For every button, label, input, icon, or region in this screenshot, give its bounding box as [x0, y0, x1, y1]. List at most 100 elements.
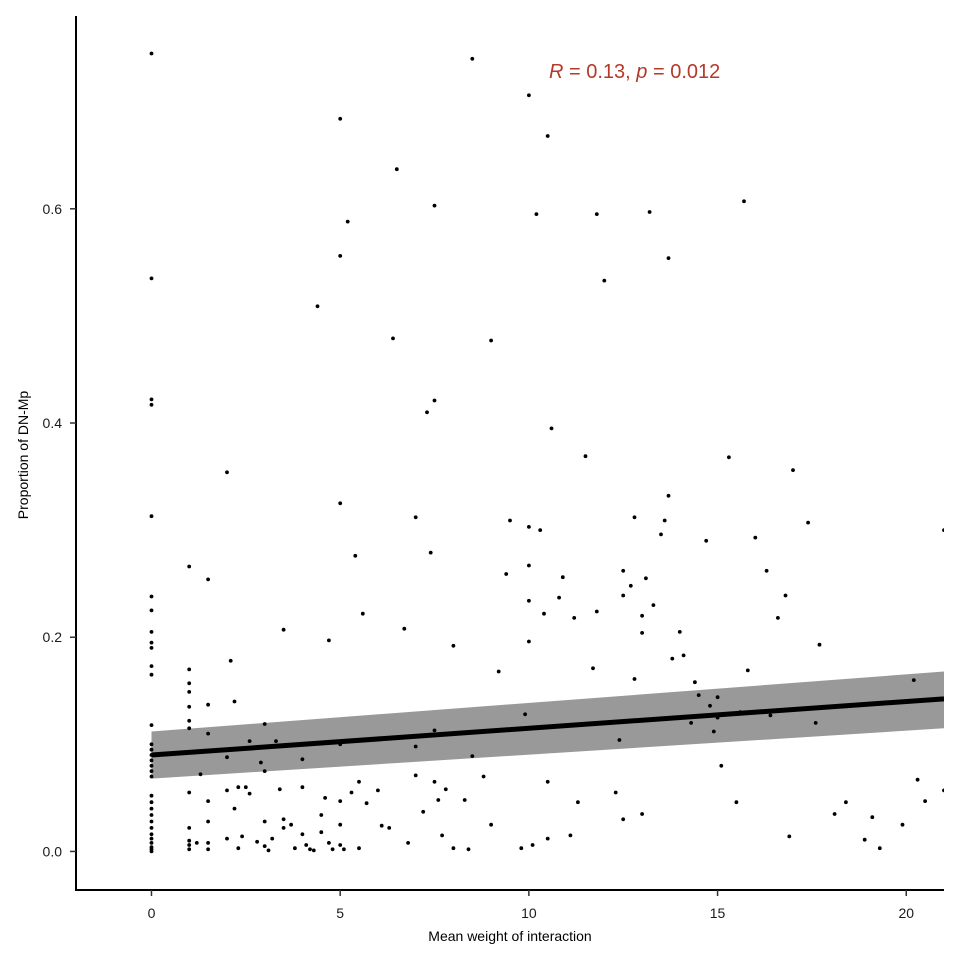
data-point: [568, 833, 573, 838]
data-point: [523, 712, 527, 717]
data-point: [149, 640, 154, 645]
data-point: [489, 822, 493, 827]
data-point: [557, 595, 561, 600]
data-point: [149, 832, 154, 837]
data-point: [613, 790, 618, 795]
data-point: [813, 721, 818, 725]
data-point: [338, 501, 343, 506]
data-point: [662, 518, 667, 523]
data-point: [259, 760, 263, 765]
data-point: [327, 841, 331, 845]
data-point: [149, 397, 154, 402]
data-point: [576, 800, 580, 805]
data-point: [466, 847, 471, 852]
data-point: [232, 699, 237, 704]
data-point: [206, 577, 211, 582]
data-point: [274, 739, 278, 743]
data-point: [149, 664, 154, 668]
data-point: [379, 823, 384, 828]
data-point: [149, 806, 154, 811]
data-point: [300, 785, 305, 790]
data-point: [149, 747, 154, 752]
data-point: [281, 826, 286, 830]
data-point: [708, 703, 712, 708]
data-point: [338, 843, 343, 847]
data-point: [206, 819, 211, 824]
data-point: [696, 693, 701, 697]
data-point: [187, 790, 192, 795]
data-point: [844, 800, 848, 805]
data-point: [342, 847, 346, 852]
data-point: [225, 755, 229, 760]
x-tick-label: 0: [148, 905, 156, 921]
data-point: [225, 470, 229, 475]
data-point: [527, 598, 531, 603]
data-point: [187, 847, 192, 852]
data-point: [232, 806, 237, 811]
data-point: [308, 847, 312, 852]
data-point: [338, 822, 343, 827]
data-point: [225, 788, 229, 793]
data-point: [462, 798, 467, 802]
data-point: [255, 839, 259, 844]
data-point: [149, 819, 154, 824]
data-point: [206, 731, 211, 736]
data-point: [632, 515, 637, 520]
data-point: [149, 608, 154, 613]
data-point: [583, 454, 588, 459]
data-point: [681, 653, 686, 658]
data-point: [764, 568, 769, 573]
data-point: [149, 769, 154, 773]
data-point: [670, 656, 675, 661]
data-point: [628, 583, 633, 588]
data-point: [270, 836, 275, 841]
data-point: [247, 791, 252, 796]
data-point: [432, 398, 437, 403]
regression-layer: [151, 696, 944, 758]
data-point: [345, 219, 350, 224]
data-point: [942, 788, 944, 793]
x-axis-title: Mean weight of interaction: [428, 928, 591, 944]
data-point: [228, 658, 233, 663]
data-point: [149, 826, 154, 830]
data-point: [651, 603, 656, 607]
data-point: [942, 528, 944, 532]
data-point: [519, 846, 524, 851]
data-point: [440, 833, 444, 838]
data-point: [349, 790, 354, 795]
data-point: [319, 830, 324, 835]
data-point: [432, 203, 437, 208]
data-point: [527, 563, 531, 568]
regression-line: [151, 696, 944, 758]
data-point: [338, 799, 343, 803]
data-point: [149, 723, 154, 727]
data-point: [644, 576, 648, 581]
data-point: [243, 785, 248, 790]
data-point: [745, 668, 750, 673]
data-point: [327, 638, 331, 643]
data-point: [300, 757, 305, 762]
data-point: [319, 813, 324, 817]
data-point: [489, 338, 493, 343]
data-point: [394, 167, 399, 172]
data-point: [719, 763, 724, 768]
data-point: [787, 834, 792, 839]
data-point: [277, 787, 282, 792]
data-point: [783, 593, 788, 598]
data-point: [187, 838, 192, 843]
data-point: [817, 642, 822, 647]
r-symbol: R: [549, 61, 563, 83]
data-point: [689, 721, 693, 725]
axes: 0 5 10 15 20 0.0 0.2 0.4 0.6: [43, 16, 944, 921]
data-point: [432, 728, 437, 733]
data-point: [149, 276, 154, 281]
data-point: [323, 796, 327, 800]
data-point: [149, 774, 154, 779]
data-point: [206, 847, 211, 852]
data-point: [776, 616, 780, 620]
data-point: [659, 532, 663, 537]
data-point: [549, 426, 554, 431]
data-point: [293, 846, 297, 851]
data-point: [832, 812, 837, 816]
data-point: [621, 593, 626, 598]
